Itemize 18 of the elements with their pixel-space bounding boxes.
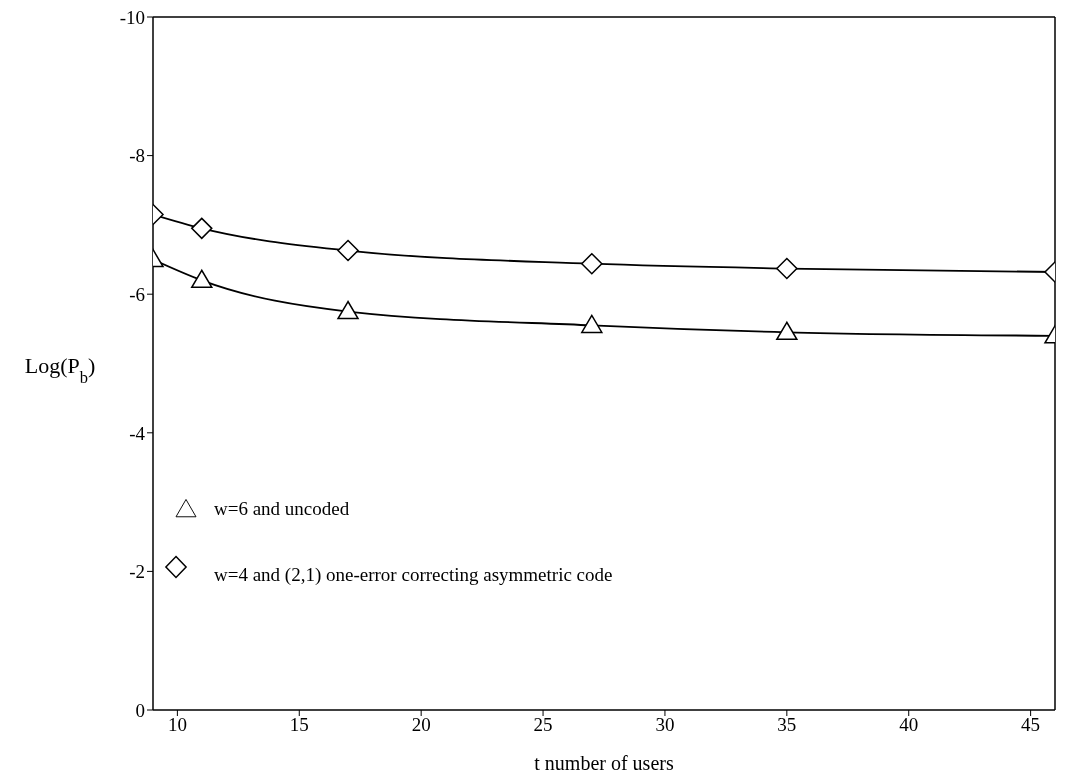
y-tick-label: -8 xyxy=(129,145,145,167)
legend-label: w=6 and uncoded xyxy=(214,498,350,519)
x-tick-label: 10 xyxy=(167,714,187,736)
y-tick-label: -10 xyxy=(119,6,145,28)
x-axis-title: t number of users xyxy=(534,752,674,774)
y-axis-title: Log(P$_{b}$) xyxy=(24,353,96,387)
y-tick-label: -6 xyxy=(129,283,145,305)
x-tick-label: 35 xyxy=(777,714,797,736)
x-tick-label: 25 xyxy=(533,714,553,736)
x-tick-label: 40 xyxy=(899,714,919,736)
y-tick-label: -4 xyxy=(129,422,146,444)
x-tick-label: 45 xyxy=(1021,714,1041,736)
x-tick-label: 15 xyxy=(289,714,309,736)
y-tick-label: 0 xyxy=(135,699,145,721)
legend-label: w=4 and (2,1) one-error correcting asymmetric code xyxy=(214,564,613,585)
x-tick-label: 30 xyxy=(655,714,675,736)
y-tick-label: -2 xyxy=(129,561,145,583)
x-tick-label: 20 xyxy=(411,714,431,736)
